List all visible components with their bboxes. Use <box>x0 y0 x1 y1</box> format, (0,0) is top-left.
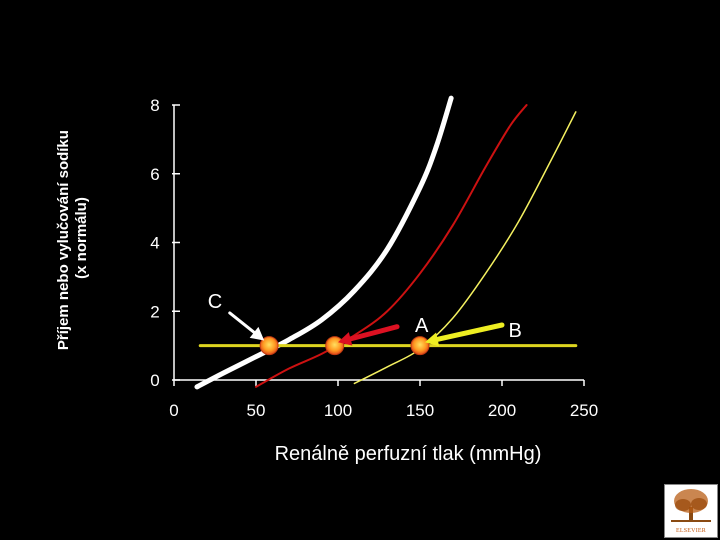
series-line-2 <box>255 104 528 388</box>
axes: 0 50 100 150 200 250 0 2 4 6 8 <box>150 96 598 420</box>
y-axis-label-line-2: (x normálu) <box>73 197 90 279</box>
y-axis-label-line-1: Příjem nebo vylučování sodíku <box>55 130 72 350</box>
annotation-label-a: A <box>415 315 429 337</box>
series-line-1 <box>194 95 454 390</box>
y-tick-label: 6 <box>150 165 159 184</box>
equilibrium-points <box>259 336 430 356</box>
arrow-b-shaft <box>435 322 505 342</box>
annotation-label-b: B <box>508 320 521 342</box>
annotations: C A B <box>208 291 522 347</box>
x-tick-label: 200 <box>488 401 516 420</box>
arrow-a-shaft <box>348 324 400 342</box>
equilibrium-point-2 <box>325 336 345 356</box>
arrow-b-head <box>424 332 440 347</box>
x-tick-label: 50 <box>247 401 266 420</box>
x-tick-label: 250 <box>570 401 598 420</box>
elsevier-logo: ELSEVIER <box>664 484 718 538</box>
y-tick-label: 8 <box>150 96 159 115</box>
logo-text: ELSEVIER <box>676 528 706 534</box>
series-group <box>194 95 578 390</box>
series-line-3 <box>353 111 577 385</box>
y-axis-label: Příjem nebo vylučování sodíku (x normálu… <box>55 126 90 350</box>
equilibrium-point-3 <box>410 336 430 356</box>
y-tick-label: 0 <box>150 371 159 390</box>
equilibrium-point-1 <box>259 336 279 356</box>
y-tick-label: 4 <box>150 234 159 253</box>
tree-icon <box>671 489 711 522</box>
y-tick-label: 2 <box>150 302 159 321</box>
x-axis-label: Renálně perfuzní tlak (mmHg) <box>275 443 542 465</box>
x-tick-label: 150 <box>406 401 434 420</box>
arrow-a-head <box>338 332 353 346</box>
x-tick-label: 0 <box>169 401 178 420</box>
arrow-c-head <box>249 326 265 341</box>
x-tick-label: 100 <box>324 401 352 420</box>
arrow-c-shaft <box>228 311 256 334</box>
annotation-label-c: C <box>208 291 222 313</box>
